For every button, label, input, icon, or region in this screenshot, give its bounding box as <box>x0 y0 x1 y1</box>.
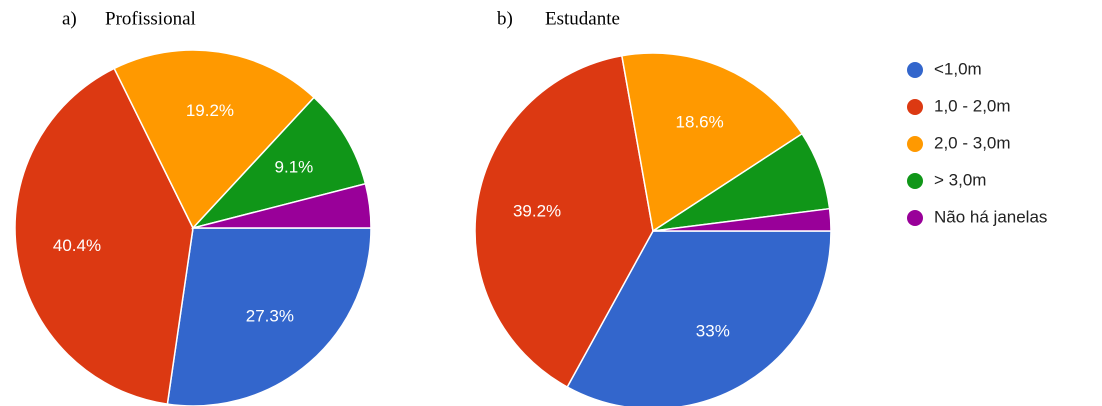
legend-label: <1,0m <box>934 59 982 78</box>
slice-label: 27.3% <box>246 306 294 325</box>
legend-label: 1,0 - 2,0m <box>934 96 1011 115</box>
legend-swatch <box>907 99 923 115</box>
pie-slice <box>620 52 804 233</box>
slice-label: 19.2% <box>186 101 234 120</box>
pie-slice <box>566 230 832 406</box>
slice-label: 39.2% <box>513 201 561 220</box>
slice-label: 33% <box>696 322 730 341</box>
pie-slice <box>14 67 194 405</box>
pie-slice <box>652 207 832 232</box>
legend-label: > 3,0m <box>934 170 986 189</box>
legend-swatch <box>907 210 923 226</box>
pie-slice <box>190 96 367 230</box>
legend-swatch <box>907 136 923 152</box>
chart-title: Estudante <box>545 8 620 29</box>
slice-label: 40.4% <box>53 236 101 255</box>
chart-title: Profissional <box>105 8 196 29</box>
pie-slice <box>192 182 372 229</box>
chart-label: b) <box>497 8 513 29</box>
slice-label: 18.6% <box>676 113 724 132</box>
legend-label: 2,0 - 3,0m <box>934 133 1011 152</box>
legend-swatch <box>907 62 923 78</box>
pie-slice <box>474 54 654 389</box>
legend-swatch <box>907 173 923 189</box>
chart-label: a) <box>62 8 77 29</box>
legend-label: Não há janelas <box>934 207 1047 226</box>
pie-slice <box>113 49 316 230</box>
slice-label: 9.1% <box>275 157 314 176</box>
